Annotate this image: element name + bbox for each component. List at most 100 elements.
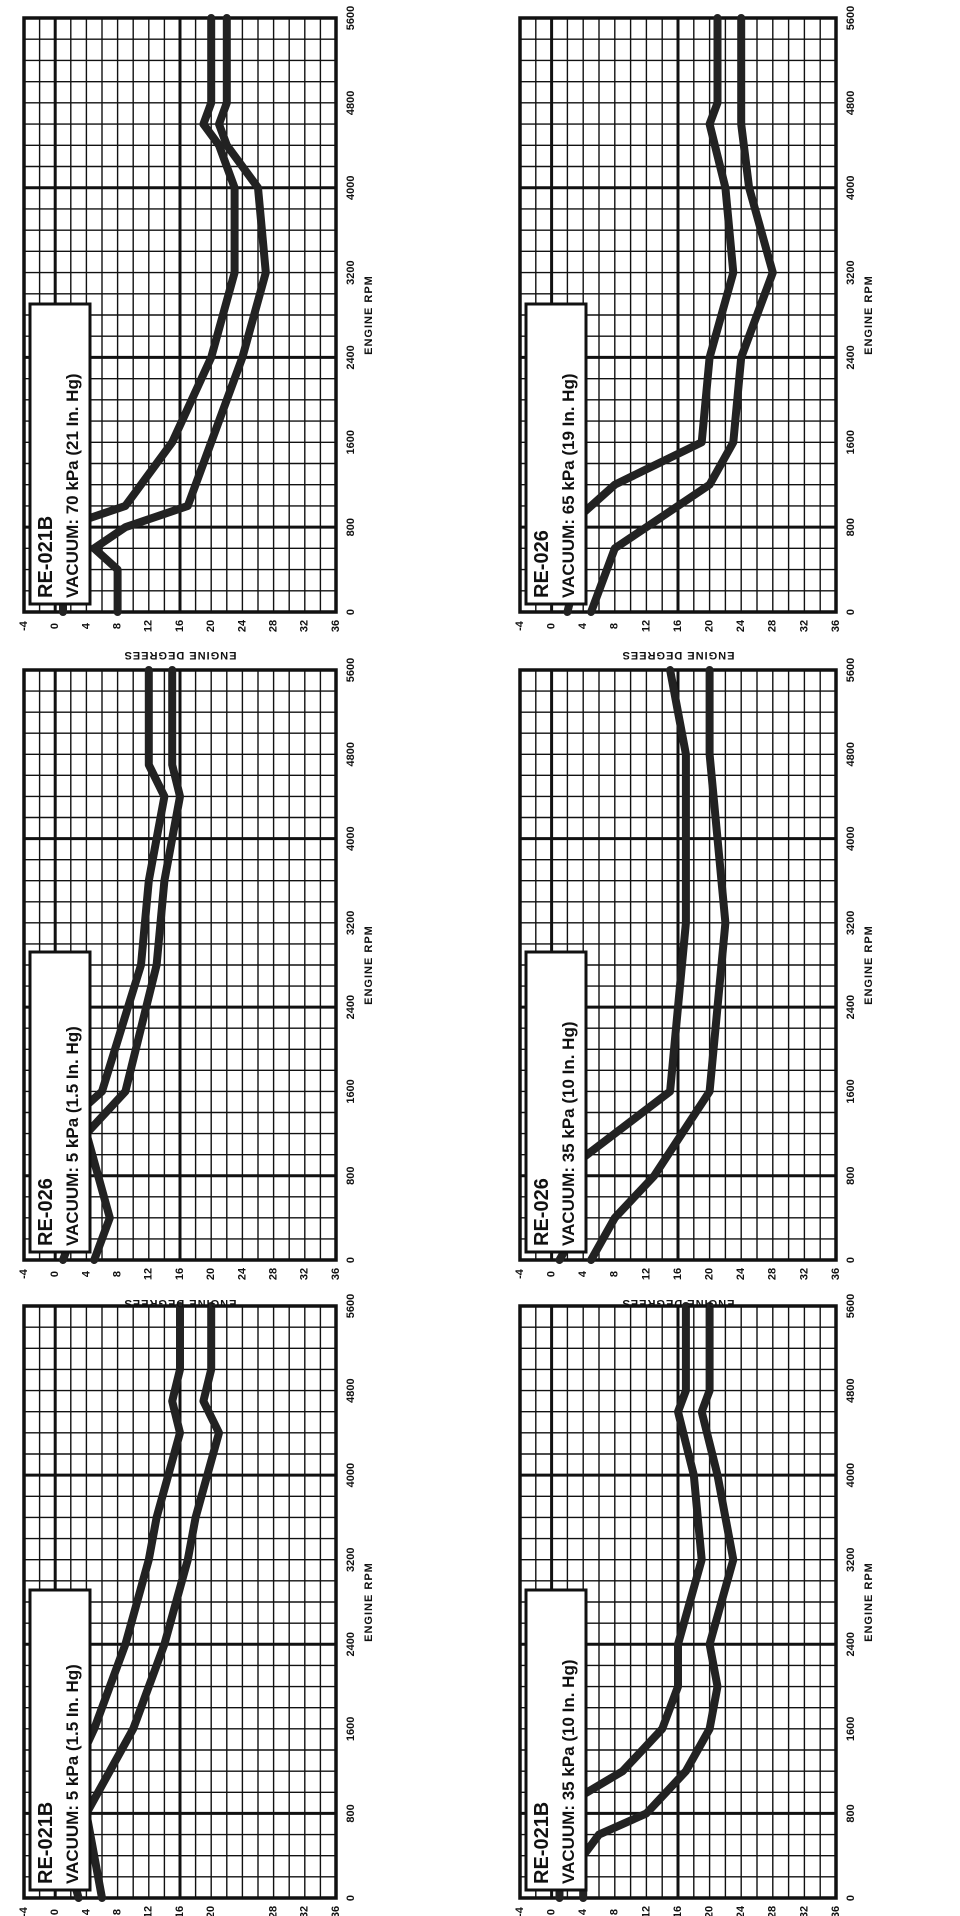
y-tick-label: 32 <box>299 1906 311 1916</box>
y-tick-label: 16 <box>672 620 684 632</box>
model-label-box <box>28 1588 92 1892</box>
y-tick-label: 0 <box>49 1271 61 1277</box>
y-tick-label: 36 <box>330 1268 342 1280</box>
x-tick-label: 800 <box>845 1804 857 1822</box>
y-tick-label: -4 <box>514 620 526 631</box>
x-tick-label: 4800 <box>845 91 857 115</box>
x-tick-label: 4800 <box>345 1378 357 1402</box>
x-tick-label: 800 <box>345 1167 357 1185</box>
y-axis-label: ENGINE DEGREES <box>621 649 734 661</box>
y-tick-label: 36 <box>330 620 342 632</box>
x-tick-label: 2400 <box>345 995 357 1019</box>
x-tick-label: 0 <box>845 1257 857 1263</box>
chart-panel: 0 800 1600 2400 3200 4000 4800 5600 -4 0 4 8 12 16 20 2… <box>514 658 875 1309</box>
x-tick-label: 3200 <box>845 1547 857 1571</box>
x-tick-label: 1600 <box>345 1079 357 1103</box>
x-tick-label: 3200 <box>345 1547 357 1571</box>
x-tick-label: 4000 <box>845 175 857 199</box>
y-tick-label: 4 <box>577 622 589 629</box>
chart-panel: 0 800 1600 2400 3200 4000 4800 5600 -4 0 4 8 12 16 20 2… <box>514 1294 875 1916</box>
y-tick-label: 28 <box>767 620 779 632</box>
x-tick-label: 3200 <box>345 260 357 284</box>
y-tick-label: 8 <box>609 623 621 629</box>
chart-panel: 0 800 1600 2400 3200 4000 4800 5600 -4 0 4 8 12 16 20 2… <box>514 6 875 661</box>
x-tick-label: 5600 <box>345 658 357 682</box>
chart-panel: 0 800 1600 2400 3200 4000 4800 5600 -4 0 4 8 12 16 20 2… <box>18 1294 375 1916</box>
y-tick-label: 12 <box>640 1906 652 1916</box>
x-tick-label: 5600 <box>845 1294 857 1318</box>
y-tick-label: 8 <box>609 1909 621 1915</box>
y-tick-label: 24 <box>236 1267 248 1280</box>
y-tick-label: 0 <box>49 623 61 629</box>
y-tick-label: 20 <box>205 1268 217 1280</box>
x-tick-label: 1600 <box>845 430 857 454</box>
y-tick-label: 24 <box>735 619 747 632</box>
y-tick-label: 8 <box>112 1909 124 1915</box>
x-axis-label: ENGINE RPM <box>363 925 375 1005</box>
y-tick-label: 0 <box>546 623 558 629</box>
plot-frame <box>22 16 338 614</box>
x-tick-label: 2400 <box>345 1632 357 1656</box>
y-tick-label: -4 <box>18 1906 30 1916</box>
x-tick-label: 3200 <box>845 911 857 935</box>
x-tick-label: 800 <box>845 1167 857 1185</box>
model-label: RE-021B <box>35 516 57 598</box>
y-tick-label: 4 <box>80 622 92 629</box>
y-tick-label: 8 <box>609 1271 621 1277</box>
series-line <box>90 14 270 616</box>
x-tick-label: 0 <box>345 1257 357 1263</box>
model-label-box <box>28 950 92 1254</box>
y-tick-label: 20 <box>704 1268 716 1280</box>
y-tick-label: 4 <box>80 1270 92 1277</box>
y-tick-label: 16 <box>174 1906 186 1916</box>
x-tick-label: 0 <box>845 1895 857 1901</box>
x-tick-label: 4000 <box>345 826 357 850</box>
y-tick-label: 36 <box>330 1906 342 1916</box>
chart-panel: 0 800 1600 2400 3200 4000 4800 5600 -4 0 4 8 12 16 20 2… <box>18 6 375 661</box>
y-tick-label: 12 <box>640 620 652 632</box>
x-tick-label: 0 <box>345 609 357 615</box>
y-axis-label: ENGINE DEGREES <box>123 649 236 661</box>
y-tick-label: -4 <box>18 620 30 631</box>
y-tick-label: 20 <box>205 1906 217 1916</box>
y-tick-label: 24 <box>735 1267 747 1280</box>
y-tick-label: 12 <box>143 620 155 632</box>
y-tick-label: 28 <box>268 620 280 632</box>
y-tick-label: 12 <box>143 1268 155 1280</box>
vacuum-label: VACUUM: 5 kPa (1.5 In. Hg) <box>63 1664 82 1884</box>
x-tick-label: 2400 <box>845 345 857 369</box>
model-label: RE-026 <box>531 1178 553 1246</box>
x-tick-label: 4800 <box>345 91 357 115</box>
vacuum-label: VACUUM: 35 kPa (10 In. Hg) <box>559 1021 578 1246</box>
y-tick-label: 32 <box>798 620 810 632</box>
y-tick-label: 0 <box>49 1909 61 1915</box>
series-line <box>587 14 777 616</box>
y-tick-label: 28 <box>268 1906 280 1916</box>
x-tick-label: 1600 <box>845 1717 857 1741</box>
x-tick-label: 4800 <box>845 742 857 766</box>
y-tick-label: 8 <box>112 1271 124 1277</box>
y-tick-label: 36 <box>830 620 842 632</box>
x-tick-label: 2400 <box>845 1632 857 1656</box>
model-label: RE-026 <box>531 530 553 598</box>
y-tick-label: -4 <box>18 1268 30 1279</box>
y-tick-label: 16 <box>174 1268 186 1280</box>
x-tick-label: 2400 <box>845 995 857 1019</box>
x-axis-label: ENGINE RPM <box>863 275 875 355</box>
y-tick-label: 20 <box>704 620 716 632</box>
x-tick-label: 800 <box>845 518 857 536</box>
x-axis-label: ENGINE RPM <box>363 1562 375 1642</box>
model-label-box <box>28 302 92 606</box>
vacuum-label: VACUUM: 70 kPa (21 In. Hg) <box>63 373 82 598</box>
x-tick-label: 2400 <box>345 345 357 369</box>
vacuum-label: VACUUM: 65 kPa (19 In. Hg) <box>559 373 578 598</box>
x-tick-label: 1600 <box>345 430 357 454</box>
y-tick-label: 16 <box>672 1906 684 1916</box>
plot-frame <box>518 1304 838 1900</box>
y-tick-label: 20 <box>205 620 217 632</box>
y-tick-label: 36 <box>830 1906 842 1916</box>
x-tick-label: 5600 <box>345 1294 357 1318</box>
x-tick-label: 5600 <box>845 6 857 30</box>
y-tick-label: 28 <box>767 1906 779 1916</box>
